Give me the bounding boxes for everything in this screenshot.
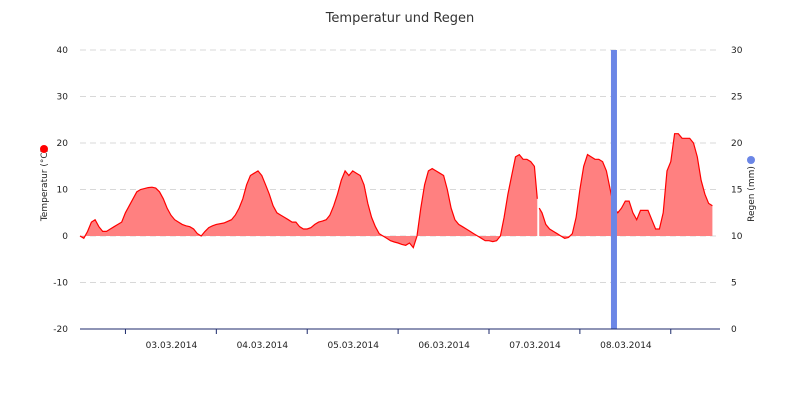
y-right-tick-label: 25 [731,93,742,103]
y-right-tick-label: 30 [731,46,743,56]
x-tick-label: 07.03.2014 [509,341,561,351]
temperature-series [79,133,713,249]
y-right-tick-label: 20 [731,139,743,149]
temperature-line [79,153,538,249]
y-left-tick-label: -10 [53,279,68,289]
y-right-tick-label: 5 [731,279,737,289]
x-tick-label: 06.03.2014 [418,341,470,351]
y-right-tick-label: 10 [731,232,743,242]
y-left-tick-label: -20 [53,325,68,335]
x-tick-label: 04.03.2014 [237,341,289,351]
x-tick-label: 05.03.2014 [327,341,379,351]
x-tick-label: 03.03.2014 [146,341,198,351]
y-right-axis-label: Regen (mm) [747,166,757,222]
y-right-tick-label: 15 [731,186,742,196]
y-left-ticks: -20 -10 0 10 20 30 40 [53,46,68,335]
y-left-tick-label: 0 [62,232,68,242]
y-right-tick-label: 0 [731,325,737,335]
temperature-legend-dot[interactable] [40,145,48,153]
y-left-axis-label: Temperatur (°C) [40,149,50,222]
chart-title: Temperatur und Regen [325,11,475,26]
y-left-tick-label: 30 [57,93,69,103]
temperature-area [80,154,538,248]
axes: 03.03.2014 04.03.2014 05.03.2014 06.03.2014… [53,46,742,351]
rain-legend-dot[interactable] [747,156,755,164]
rain-bar [610,50,617,329]
y-left-tick-label: 10 [57,186,69,196]
temperature-line [538,133,713,239]
grid-lines [80,49,720,283]
y-left-tick-label: 20 [57,139,69,149]
x-tick-label: 08.03.2014 [600,341,652,351]
y-left-tick-label: 40 [57,46,69,56]
temperature-area [539,133,713,239]
rain-series [610,50,617,329]
y-right-ticks: 0 5 10 15 20 25 30 [731,46,743,335]
x-axis-ticks: 03.03.2014 04.03.2014 05.03.2014 06.03.2014… [124,329,672,351]
